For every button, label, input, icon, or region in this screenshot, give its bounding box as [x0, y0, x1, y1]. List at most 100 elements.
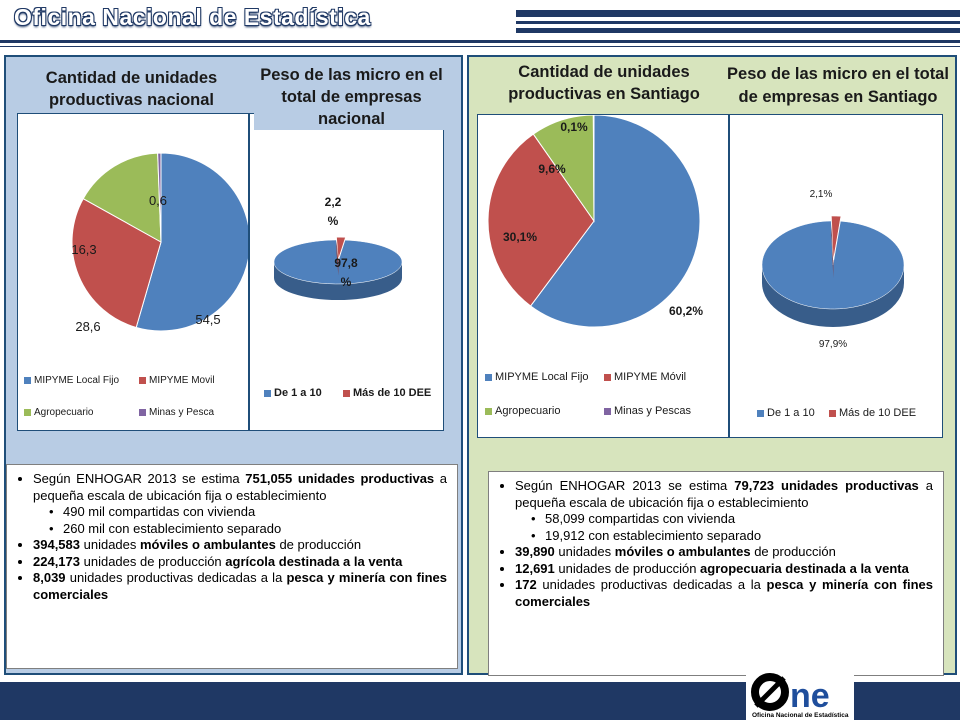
santiago-notes-list: Según ENHOGAR 2013 se estima 79,723 unid…: [499, 478, 933, 610]
national-notes-list: Según ENHOGAR 2013 se estima 751,055 uni…: [17, 471, 447, 603]
note-bold: 394,583: [33, 537, 80, 552]
note-text: de producción: [275, 537, 362, 552]
note-bold: pesca y minería con fines comerciales: [515, 577, 933, 609]
legend-item: Agropecuario: [24, 407, 93, 418]
logo-subtext: Oficina Nacional de Estadística: [752, 712, 849, 719]
one-logo-mark: ne Oficina Nacional de Estadística: [751, 673, 849, 719]
legend-swatch: [139, 408, 146, 416]
legend-swatch: [139, 376, 146, 384]
data-label: 97,8: [334, 256, 358, 270]
legend-swatch: [829, 409, 836, 417]
pie-slice: [336, 237, 346, 260]
note-bold: agropecuaria destinada a la venta: [700, 560, 909, 576]
legend-label: Más de 10 DEE: [353, 387, 432, 399]
legend-item: Más de 10 DEE: [829, 407, 916, 419]
pie-slice: [82, 152, 162, 243]
note-item: Según ENHOGAR 2013 se estima 79,723 unid…: [515, 478, 933, 511]
data-label: 16,3: [71, 242, 96, 257]
legend-item: Agropecuario: [485, 405, 560, 417]
legend-item: Minas y Pescas: [604, 405, 691, 417]
note-bold: 79,723 unidades productivas: [734, 478, 919, 493]
legend-item: De 1 a 10: [757, 407, 815, 419]
one-logo: ne Oficina Nacional de Estadística: [746, 668, 854, 720]
pie-slice: [71, 197, 162, 329]
note-bold: móviles o ambulantes: [614, 544, 751, 559]
santiago-units-pie: 60,2% 30,1% 9,6% 0,1%: [487, 115, 703, 328]
logo-o-ring: [751, 673, 789, 711]
national-notes: Según ENHOGAR 2013 se estima 751,055 uni…: [6, 464, 458, 669]
legend-swatch: [24, 376, 31, 384]
legend-label: Minas y Pesca: [149, 407, 215, 418]
data-label: 0,1%: [560, 120, 588, 134]
note-text: de producción: [750, 544, 836, 559]
legend-item: MIPYME Local Fijo: [485, 371, 589, 383]
legend-label: MIPYME Local Fijo: [34, 375, 120, 386]
legend-label: Agropecuario: [495, 405, 561, 417]
legend-swatch: [24, 408, 31, 416]
note-text: unidades productivas dedicadas a la: [65, 570, 287, 585]
legend-item: MIPYME Local Fijo: [24, 375, 119, 386]
pie-slice: [135, 152, 248, 332]
data-label: 0,6: [149, 193, 167, 208]
legend-swatch: [604, 373, 611, 381]
santiago-units-chart: 60,2% 30,1% 9,6% 0,1% MIPYME Local Fijo MIP…: [477, 114, 729, 438]
legend-swatch: [757, 409, 764, 417]
note-item: 39,890 unidades móviles o ambulantes de …: [515, 544, 933, 561]
note-bold: 8,039: [33, 570, 66, 585]
note-item: 394,583 unidades móviles o ambulantes de…: [33, 537, 447, 554]
page-title: Oficina Nacional de Estadística: [14, 4, 371, 30]
legend-label: MIPYME Movil: [149, 375, 215, 386]
note-bold: pesca y minería con fines comerciales: [33, 570, 447, 602]
legend-swatch: [604, 407, 611, 415]
note-bold: 751,055 unidades productivas: [245, 471, 435, 486]
legend-item: Minas y Pesca: [139, 407, 214, 418]
legend-swatch: [485, 407, 492, 415]
santiago-micro-chart: 97,9% 2,1% De 1 a 10 Más de 10 DEE: [729, 114, 943, 438]
national-panel: Cantidad de unidades productivas naciona…: [4, 55, 463, 675]
note-bold: 12,691: [515, 560, 555, 576]
note-text: Según ENHOGAR 2013 se estima: [33, 471, 246, 486]
note-subitem: 58,099 compartidas con vivienda: [515, 511, 933, 528]
note-text: unidades: [80, 537, 140, 552]
data-label: %: [341, 275, 352, 289]
note-bold: 172: [515, 577, 537, 592]
header-rule: [0, 40, 960, 43]
note-text: unidades productivas dedicadas a la: [536, 577, 767, 592]
pie-slice-side: [762, 265, 904, 327]
note-text: unidades: [554, 544, 615, 559]
logo-text: ne: [790, 677, 830, 715]
santiago-notes: Según ENHOGAR 2013 se estima 79,723 unid…: [488, 471, 944, 676]
note-subitem: 490 mil compartidas con vivienda: [33, 504, 447, 521]
note-text: Según ENHOGAR 2013 se estima: [515, 478, 735, 493]
national-units-pie: 54,5 28,6 16,3 0,6: [71, 152, 248, 334]
note-item: 8,039 unidades productivas dedicadas a l…: [33, 570, 447, 603]
legend-swatch: [264, 389, 271, 397]
santiago-panel: 60,2% 30,1% 9,6% 0,1% MIPYME Local Fijo MIP…: [467, 55, 957, 676]
data-label: 2,2: [325, 195, 342, 209]
note-subitem: 260 mil con establecimiento separado: [33, 521, 447, 538]
data-label: 60,2%: [669, 304, 703, 318]
legend-label: Minas y Pescas: [614, 405, 692, 417]
legend-swatch: [343, 389, 350, 397]
legend-label: De 1 a 10: [767, 407, 815, 419]
note-text: unidades de producción: [554, 560, 701, 576]
legend-label: MIPYME Móvil: [614, 371, 687, 383]
national-micro-pie: 2,2% 97,8%: [273, 195, 403, 300]
legend-label: Agropecuario: [34, 407, 94, 418]
legend-item: De 1 a 10: [264, 387, 322, 399]
note-item: 224,173 unidades de producción agrícola …: [33, 554, 447, 571]
data-label: 28,6: [75, 319, 100, 334]
note-subitem: 19,912 con establecimiento separado: [515, 528, 933, 545]
data-label: 97,9%: [819, 339, 847, 350]
note-bold: 224,173: [33, 553, 80, 569]
pie-slice: [157, 152, 162, 243]
note-text: a pequeña escala de ubicación fija o est…: [515, 478, 934, 510]
pie-slice-side: [336, 237, 339, 276]
santiago-micro-pie: 97,9% 2,1%: [761, 189, 905, 350]
note-item: 172 unidades productivas dedicadas a la …: [515, 577, 933, 610]
national-units-title: Cantidad de unidades productivas naciona…: [45, 69, 218, 109]
legend-label: De 1 a 10: [274, 387, 322, 399]
logo-o-slash: [754, 676, 786, 708]
national-units-chart: 54,5 28,6 16,3 0,6 MIPYME Local Fijo MIPYME…: [17, 113, 249, 431]
note-text: unidades de producción: [80, 553, 226, 569]
